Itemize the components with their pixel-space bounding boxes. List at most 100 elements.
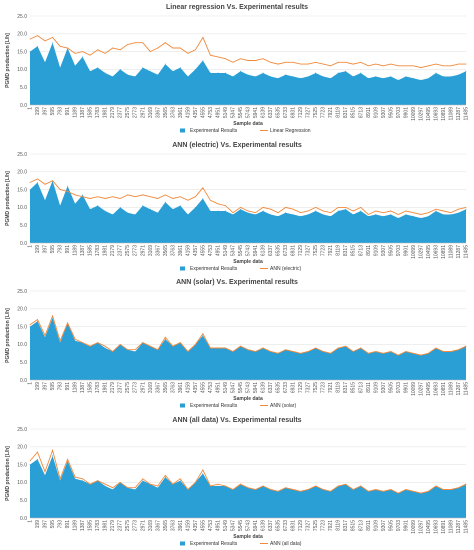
x-tick-label: 9703 <box>396 244 402 255</box>
x-tick-label: 199 <box>35 519 41 528</box>
data-point-s2 <box>443 488 444 490</box>
x-tick-label: 7129 <box>298 244 304 255</box>
data-point-s2 <box>142 194 144 195</box>
y-tick-label: 15.0 <box>17 324 27 330</box>
data-point-s2 <box>255 488 256 490</box>
data-point-s2 <box>262 485 264 486</box>
data-point-s2 <box>134 195 136 197</box>
data-point-s2 <box>44 335 46 336</box>
y-tick-label: 0.0 <box>20 240 27 246</box>
data-point-s1 <box>134 351 136 352</box>
legend-label: Experimental Results <box>190 541 238 547</box>
x-tick-label: 595 <box>50 382 56 391</box>
x-tick-label: 8317 <box>343 244 349 255</box>
x-tick-label: 11089 <box>449 107 455 121</box>
x-tick-label: 7327 <box>306 519 312 530</box>
x-tick-label: 8119 <box>336 107 342 118</box>
data-point-s2 <box>307 210 309 211</box>
data-point-s1 <box>179 204 181 206</box>
x-tick-label: 7723 <box>321 519 327 530</box>
chart-title: Linear regression Vs. Experimental resul… <box>166 4 308 11</box>
data-point-s1 <box>202 472 204 474</box>
data-point-s1 <box>142 67 144 69</box>
x-tick-label: 6139 <box>261 244 267 255</box>
data-point-s1 <box>300 77 302 79</box>
data-point-s2 <box>375 488 377 490</box>
x-tick-label: 2971 <box>140 519 146 530</box>
data-point-s2 <box>119 49 121 51</box>
x-tick-label: 8317 <box>343 107 349 118</box>
data-point-s2 <box>240 206 241 208</box>
data-point-s2 <box>330 211 332 213</box>
x-tick-label: 991 <box>65 519 71 528</box>
data-point-s2 <box>37 178 38 179</box>
x-tick-label: 3565 <box>163 382 169 393</box>
data-point-s1 <box>307 76 309 77</box>
data-point-s1 <box>44 474 46 476</box>
data-point-s2 <box>44 470 46 472</box>
x-tick-label: 9505 <box>388 244 394 255</box>
data-point-s2 <box>360 485 362 486</box>
data-point-s2 <box>210 485 211 486</box>
data-point-s2 <box>217 202 219 204</box>
x-tick-label: 1387 <box>80 519 86 530</box>
data-point-s1 <box>458 211 459 213</box>
x-tick-label: 5149 <box>223 519 229 530</box>
data-point-s1 <box>397 217 399 218</box>
x-tick-label: 4159 <box>185 107 191 118</box>
data-point-s1 <box>37 181 38 183</box>
data-point-s2 <box>179 47 181 49</box>
data-point-s2 <box>59 477 61 479</box>
x-tick-label: 9307 <box>381 244 387 255</box>
data-point-s2 <box>247 349 249 351</box>
x-tick-label: 4357 <box>193 519 199 530</box>
data-point-s2 <box>435 485 437 486</box>
data-point-s1 <box>465 208 467 210</box>
x-tick-label: 199 <box>35 107 41 116</box>
data-point-s2 <box>67 458 68 460</box>
data-point-s1 <box>82 479 84 481</box>
data-point-s2 <box>52 315 53 317</box>
data-point-s2 <box>345 61 347 63</box>
data-point-s1 <box>247 74 249 76</box>
data-point-s2 <box>89 483 91 485</box>
data-point-s2 <box>134 486 136 488</box>
x-tick-label: 8713 <box>358 244 364 255</box>
data-point-s2 <box>127 44 129 45</box>
data-point-s1 <box>59 204 61 206</box>
data-point-s2 <box>352 210 354 211</box>
data-point-s1 <box>405 213 407 215</box>
x-tick-label: 1387 <box>80 382 86 393</box>
x-tick-label: 199 <box>35 244 41 253</box>
data-point-s2 <box>322 210 324 211</box>
data-point-s1 <box>307 213 309 215</box>
x-tick-label: 4753 <box>208 519 214 530</box>
data-point-s2 <box>405 351 407 352</box>
data-point-s1 <box>277 215 279 217</box>
x-tick-label: 397 <box>43 244 49 253</box>
data-point-s1 <box>225 72 226 74</box>
data-point-s2 <box>44 40 46 42</box>
data-point-s2 <box>187 199 189 201</box>
data-point-s1 <box>74 477 76 479</box>
data-point-s2 <box>443 210 444 211</box>
data-point-s2 <box>300 490 302 492</box>
data-point-s2 <box>164 194 166 195</box>
x-tick-label: 9901 <box>403 382 409 393</box>
data-point-s1 <box>352 213 354 215</box>
data-point-s1 <box>59 342 61 344</box>
x-tick-label: 8119 <box>336 382 342 393</box>
data-point-s1 <box>412 77 414 79</box>
data-point-s1 <box>217 485 219 486</box>
data-point-s1 <box>104 485 106 486</box>
data-point-s1 <box>337 72 339 74</box>
x-tick-label: 5149 <box>223 107 229 118</box>
x-tick-label: 6733 <box>283 519 289 530</box>
x-tick-label: 397 <box>43 382 49 391</box>
data-point-s2 <box>82 195 84 197</box>
data-point-s2 <box>270 488 271 490</box>
data-point-s1 <box>202 60 204 61</box>
data-point-s2 <box>187 52 189 54</box>
x-tick-label: 10297 <box>418 519 424 533</box>
